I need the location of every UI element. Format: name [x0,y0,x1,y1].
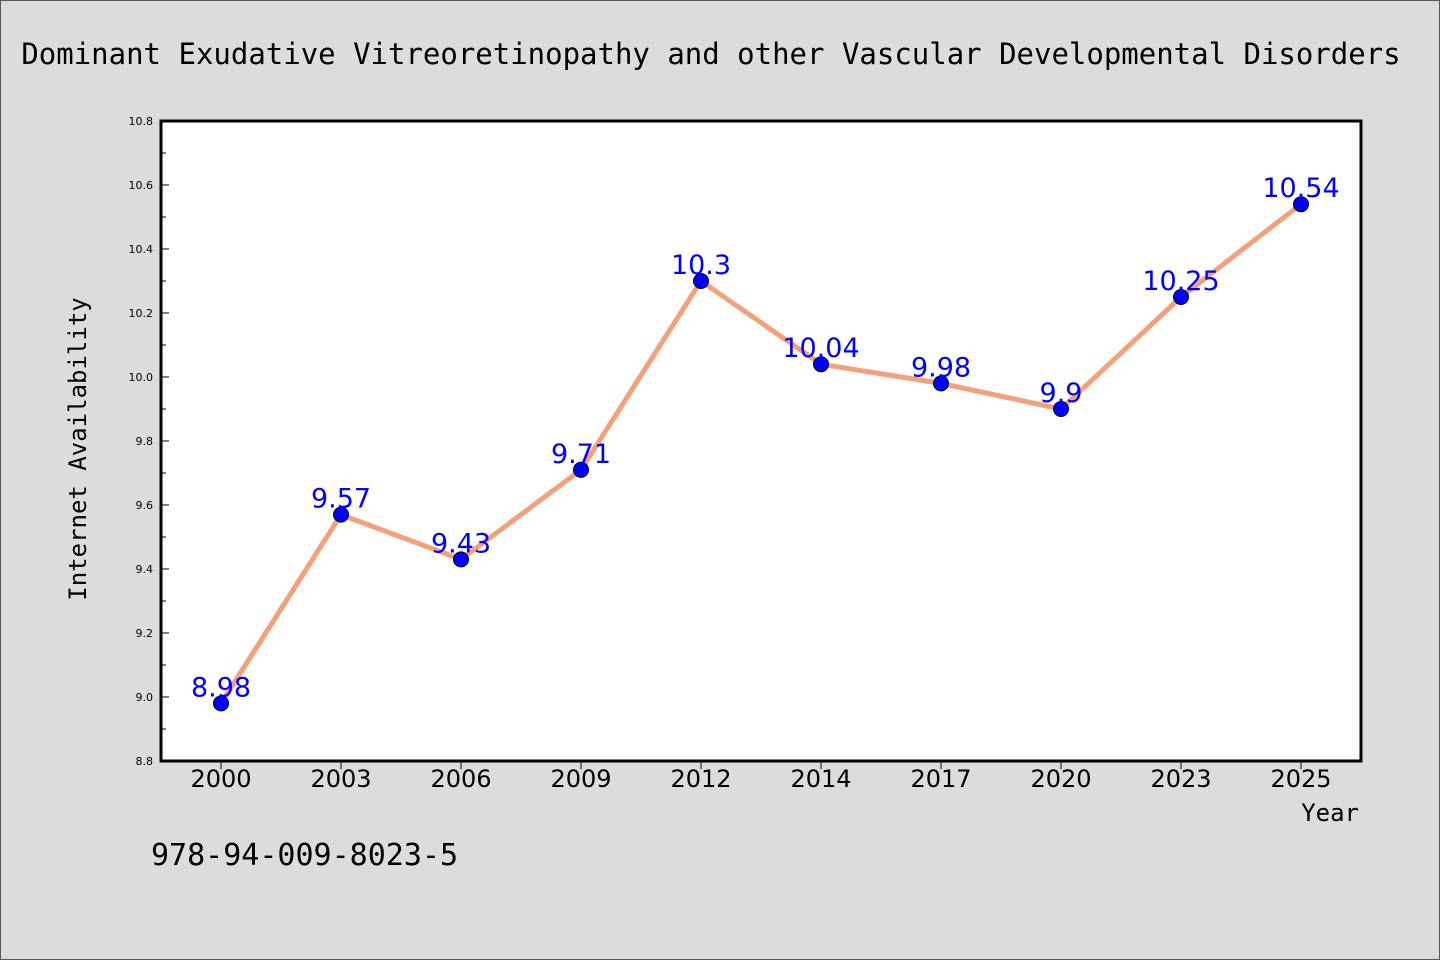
data-point [693,273,709,289]
x-tick-label: 2003 [310,765,371,793]
y-tick-label: 10.6 [129,179,154,192]
x-tick-label: 2017 [910,765,971,793]
y-tick-label: 10.8 [129,115,154,128]
chart-title: Dominant Exudative Vitreoretinopathy and… [21,37,1400,71]
y-tick-label: 9.2 [136,627,154,640]
y-tick-label: 9.6 [136,499,154,512]
data-point [453,551,469,568]
data-label: 10.25 [1142,266,1219,297]
y-tick-label: 9.4 [136,563,154,576]
x-tick-label: 2012 [670,765,731,793]
data-label: 8.98 [191,672,251,703]
x-axis-label: Year [1301,799,1359,827]
series-line [218,202,1303,705]
data-label: 9.9 [1040,378,1083,409]
y-axis: 8.8 9.0 9.2 9.4 9.6 9.8 10.0 10.2 10.4 10.6 10.8 [129,115,169,768]
data-label: 10.54 [1262,173,1339,204]
x-tick-label: 2006 [430,765,491,793]
data-point [1293,196,1309,213]
data-label: 9.98 [911,352,971,383]
data-label: 10.04 [782,333,859,364]
data-point [213,695,229,712]
x-tick-label: 2023 [1150,765,1211,793]
y-tick-label: 8.8 [136,755,154,768]
x-tick-label: 2009 [550,765,611,793]
data-point [573,461,589,478]
data-point [813,356,829,373]
data-label: 9.57 [311,484,371,515]
data-point [1053,401,1069,417]
data-label: 9.43 [431,528,491,559]
y-tick-label: 10.2 [129,307,154,320]
data-label: 10.3 [671,250,731,281]
x-tick-label: 2014 [790,765,851,793]
y-axis-label: Internet Availability [64,297,92,600]
x-tick-label: 2000 [190,765,251,793]
data-point [333,506,349,523]
y-tick-label: 9.0 [136,691,154,704]
data-label: 9.71 [551,439,611,470]
y-tick-label: 9.8 [136,435,154,448]
isbn-text: 978-94-009-8023-5 [151,838,458,873]
data-point [933,375,949,392]
x-tick-label: 2020 [1030,765,1091,793]
y-tick-label: 10.0 [129,371,154,384]
plot-area [159,119,1363,763]
series-layer: 8.98 9.57 9.43 9.71 10.3 10.04 9.98 9.9 10.25 10.… [191,173,1340,712]
data-point [1173,289,1189,305]
x-tick-label: 2025 [1270,765,1331,793]
y-tick-label: 10.4 [129,243,154,256]
x-axis: 2000 2003 2006 2009 2012 2014 2017 2020 2023 2025 [190,761,1332,793]
